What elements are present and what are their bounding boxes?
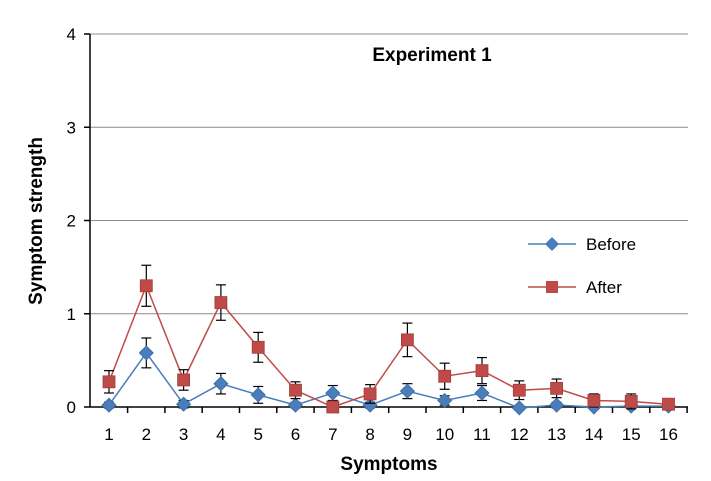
data-point-after xyxy=(587,394,601,407)
x-tick-label: 6 xyxy=(291,425,300,444)
data-point-before xyxy=(511,400,527,416)
y-axis-ticks: 0 1 2 3 4 xyxy=(67,25,90,417)
y-tick-label: 3 xyxy=(67,118,76,137)
data-point-after xyxy=(363,387,377,401)
data-point-before xyxy=(250,387,266,403)
legend: Before After xyxy=(528,235,636,297)
x-tick-label: 12 xyxy=(510,425,529,444)
data-point-after xyxy=(512,383,526,397)
x-tick-label: 11 xyxy=(473,425,491,444)
data-point-after xyxy=(400,333,414,347)
x-tick-label: 7 xyxy=(328,425,337,444)
gridlines xyxy=(90,33,688,315)
x-tick-label: 8 xyxy=(365,425,374,444)
data-point-after xyxy=(289,383,302,397)
data-point-before xyxy=(138,345,154,361)
data-point-before xyxy=(474,385,490,401)
data-point-before xyxy=(437,392,453,409)
legend-item-after: After xyxy=(528,278,622,297)
legend-item-before: Before xyxy=(528,235,636,254)
data-point-before xyxy=(101,397,117,413)
data-point-before xyxy=(399,383,415,399)
data-point-before xyxy=(325,385,341,401)
x-tick-label: 10 xyxy=(435,425,454,444)
x-tick-label: 16 xyxy=(659,425,678,444)
data-point-after xyxy=(214,296,228,309)
x-tick-label: 13 xyxy=(547,425,566,444)
data-point-after xyxy=(326,400,340,414)
legend-label: After xyxy=(586,278,622,297)
data-point-after xyxy=(251,340,265,354)
y-axis-title: Symptom strength xyxy=(26,137,47,305)
data-point-after xyxy=(475,364,489,378)
data-point-before xyxy=(213,376,229,392)
data-point-after xyxy=(662,397,675,411)
data-point-after xyxy=(624,395,638,408)
legend-marker xyxy=(545,237,559,251)
x-tick-label: 15 xyxy=(622,425,641,444)
y-tick-label: 1 xyxy=(67,305,76,324)
chart-title: Experiment 1 xyxy=(372,45,492,66)
x-axis-title: Symptoms xyxy=(340,454,437,475)
data-point-before xyxy=(549,397,565,413)
legend-label: Before xyxy=(586,235,636,254)
x-tick-label: 14 xyxy=(584,425,603,444)
data-point-before xyxy=(287,397,304,413)
series-line-before xyxy=(108,351,669,409)
data-point-after xyxy=(102,375,116,389)
data-point-after xyxy=(139,279,153,293)
data-series xyxy=(101,264,677,416)
legend-marker xyxy=(546,281,558,293)
series-line-after xyxy=(108,283,669,408)
data-point-after xyxy=(438,369,452,383)
data-point-after xyxy=(550,381,563,395)
x-tick-label: 4 xyxy=(216,425,225,444)
data-point-before xyxy=(176,396,192,412)
data-point-after xyxy=(177,373,191,387)
y-tick-label: 4 xyxy=(67,25,76,44)
x-tick-label: 5 xyxy=(253,425,262,444)
x-tick-label: 2 xyxy=(142,425,151,444)
x-tick-label: 9 xyxy=(403,425,412,444)
x-tick-label: 3 xyxy=(179,425,188,444)
x-axis-ticks: 1 2 3 4 5 6 7 8 9 10 11 12 13 14 15 16 xyxy=(104,407,688,444)
x-tick-label: 1 xyxy=(104,425,113,444)
y-tick-label: 2 xyxy=(67,212,76,231)
y-tick-label: 0 xyxy=(67,398,76,417)
series-after xyxy=(102,264,675,414)
